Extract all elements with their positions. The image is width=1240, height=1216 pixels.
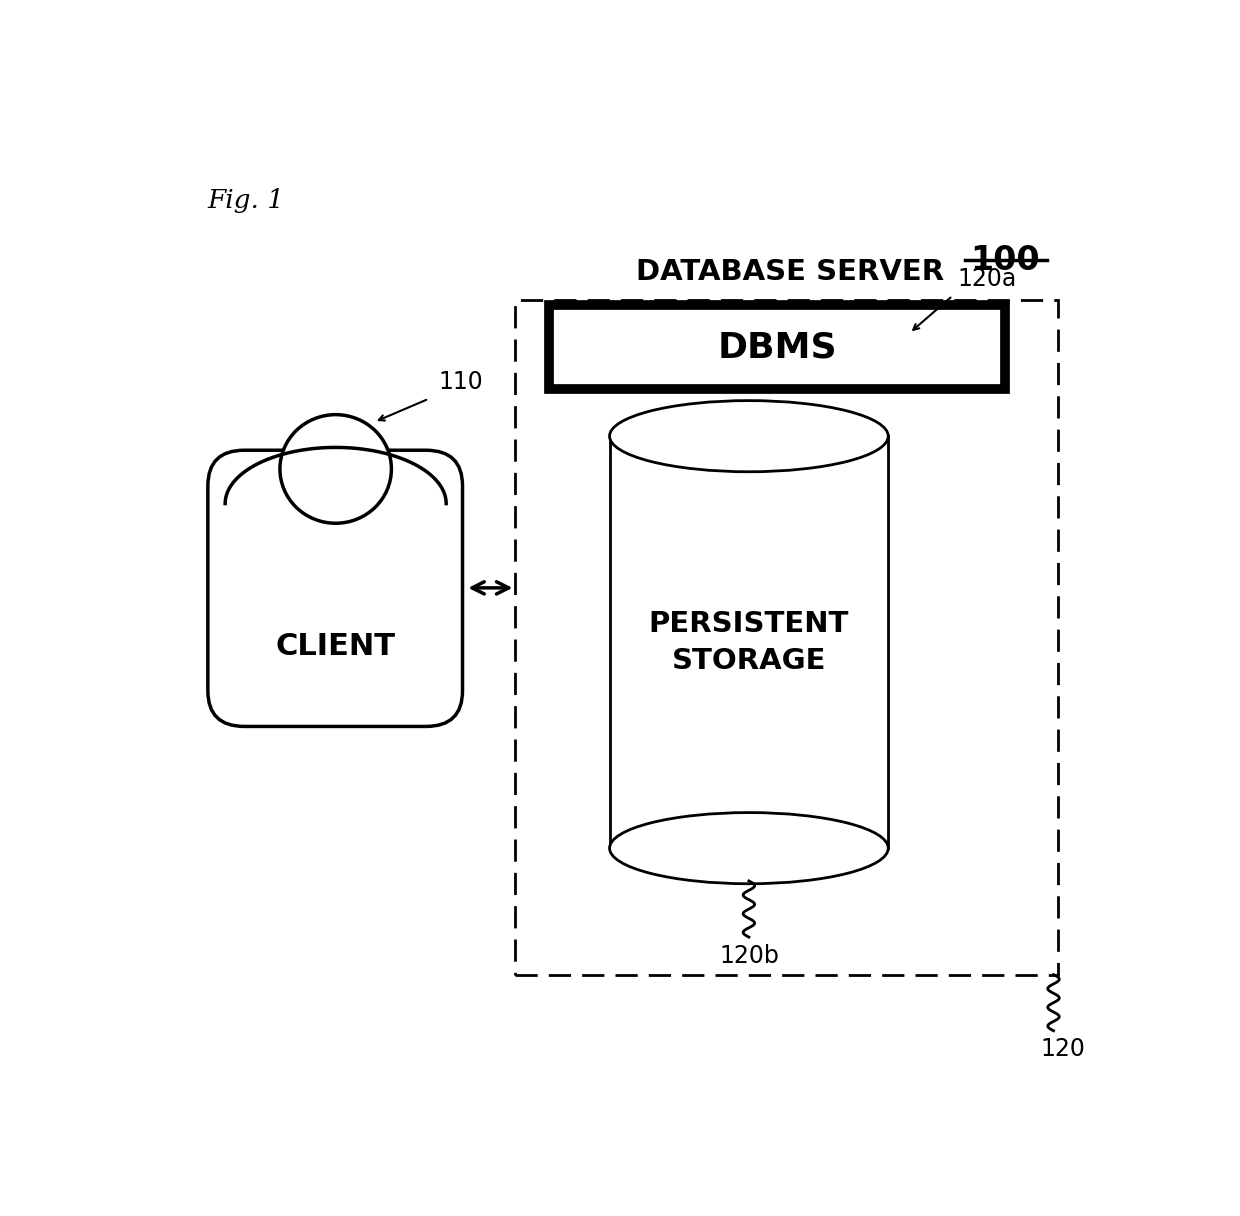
FancyBboxPatch shape (208, 450, 463, 726)
Text: DBMS: DBMS (718, 331, 837, 365)
Text: 120b: 120b (719, 944, 779, 968)
Ellipse shape (610, 812, 888, 884)
Text: DATABASE SERVER: DATABASE SERVER (635, 258, 944, 287)
Bar (610, 437, 888, 849)
Text: 120: 120 (1040, 1037, 1085, 1062)
Ellipse shape (280, 415, 392, 523)
Text: 100: 100 (971, 244, 1040, 277)
Text: Fig. 1: Fig. 1 (208, 188, 285, 213)
Text: CLIENT: CLIENT (275, 632, 396, 662)
Text: 120a: 120a (957, 268, 1017, 291)
Ellipse shape (610, 400, 888, 472)
Text: PERSISTENT
STORAGE: PERSISTENT STORAGE (649, 609, 849, 675)
Text: 110: 110 (439, 370, 484, 394)
FancyBboxPatch shape (549, 305, 1006, 389)
